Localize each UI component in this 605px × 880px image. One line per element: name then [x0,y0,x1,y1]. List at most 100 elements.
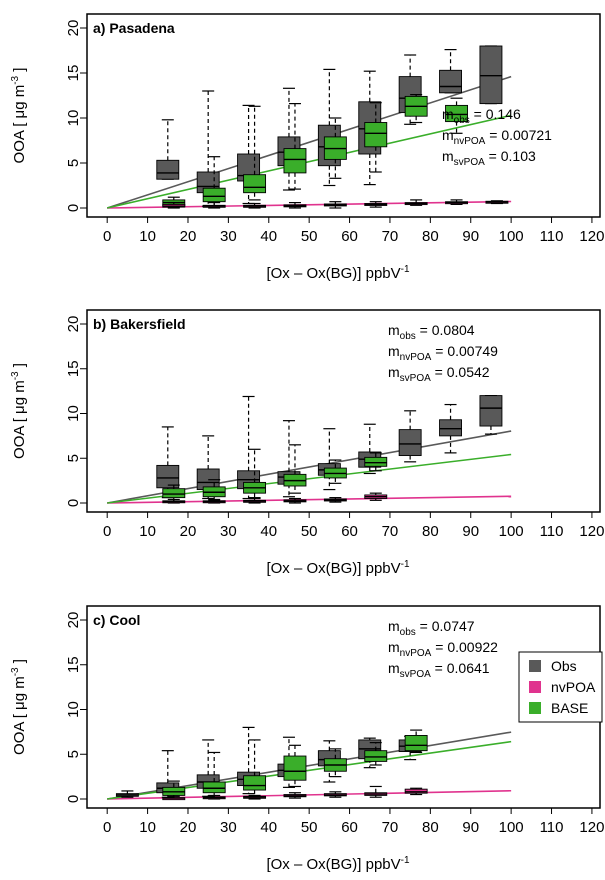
nvpoa-box [364,201,388,208]
x-tick-label: 30 [220,228,237,245]
base-box [364,452,388,472]
fit-line-obs [106,75,512,209]
x-tick-label: 90 [462,523,479,540]
obs-box [398,410,422,463]
y-tick-label: 10 [65,701,82,718]
box-group [115,726,428,801]
x-tick-label: 120 [579,523,604,540]
y-tick-label: 20 [65,20,82,37]
panel-title: a) Pasadena [93,20,175,36]
nvpoa-box [404,199,428,206]
x-tick-label: 80 [422,523,439,540]
base-box [243,739,267,797]
base-box-body [364,122,388,148]
base-box-body [445,104,468,123]
obs-box-body [479,395,503,427]
x-tick-label: 110 [540,523,564,540]
x-tick-label: 50 [301,819,318,836]
obs-box-body [479,45,503,105]
obs-box-body [439,69,462,94]
y-tick-label: 5 [65,454,82,462]
base-box [364,102,388,173]
x-tick-label: 70 [382,228,399,245]
obs-box [479,45,503,105]
panel-title: c) Cool [93,612,140,628]
box-group [156,45,509,209]
slope-label-nvpoa: mnvPOA = 0.00721 [442,127,552,147]
base-box [283,444,307,494]
x-tick-label: 60 [341,819,358,836]
nvpoa-box [364,492,388,501]
base-box-body [364,456,388,467]
x-tick-label: 20 [180,819,197,836]
base-box [323,748,347,778]
x-axis-label: [Ox – Ox(BG)] ppbV-1 [266,264,410,282]
nvpoa-box [202,202,226,209]
x-tick-label: 40 [260,523,277,540]
nvpoa-box [323,201,347,209]
slope-label-svpoa: msvPOA = 0.103 [442,148,536,168]
nvpoa-box [243,794,267,800]
nvpoa-box [162,202,186,209]
x-tick-label: 120 [579,819,604,836]
legend-swatch [529,660,541,672]
x-axis-label: [Ox – Ox(BG)] ppbV-1 [266,559,410,577]
y-tick-label: 15 [65,656,82,673]
y-tick-label: 0 [65,499,82,507]
obs-box [156,426,180,499]
base-box [323,459,347,484]
base-box [323,117,347,179]
base-box [283,102,307,190]
x-tick-label: 20 [180,523,197,540]
nvpoa-box [323,791,347,798]
slope-label-obs: mobs = 0.146 [442,106,521,126]
nvpoa-box [485,200,509,205]
x-axis-label: [Ox – Ox(BG)] ppbV-1 [266,855,410,873]
y-tick-label: 0 [65,204,82,212]
base-box-body [243,775,267,791]
x-tick-label: 120 [579,228,604,245]
base-box-body [202,187,226,203]
panel-title: b) Bakersfield [93,316,186,332]
obs-box [439,48,462,94]
x-tick-label: 40 [260,228,277,245]
x-tick-label: 70 [382,523,399,540]
slope-label-svpoa: msvPOA = 0.0641 [388,660,490,680]
obs-box [156,119,180,180]
base-box-body [283,755,307,781]
x-tick-label: 50 [301,228,318,245]
base-box-body [162,488,186,499]
obs-box-body [398,429,422,457]
nvpoa-box [202,794,226,800]
fit-line-svpoa [107,114,512,209]
y-tick-label: 20 [65,316,82,333]
x-tick-label: 10 [139,523,156,540]
x-tick-label: 70 [382,819,399,836]
box-group [156,395,503,504]
slope-label-obs: mobs = 0.0747 [388,618,475,638]
base-box [364,742,388,766]
obs-box [479,395,503,435]
legend-label: nvPOA [551,679,596,695]
base-box-body [404,735,428,752]
x-tick-label: 50 [301,523,318,540]
legend-swatch [529,681,541,693]
x-tick-label: 20 [180,228,197,245]
base-box [202,479,226,501]
y-tick-label: 20 [65,612,82,629]
nvpoa-box [243,497,267,504]
nvpoa-box [243,202,267,209]
nvpoa-box [162,795,186,801]
legend-label: BASE [551,700,588,716]
panel-1: 0 5 10 15 20 0 10 20 30 40 50 60 70 80 90 100 110 120 OOA … [10,309,604,577]
x-tick-label: 90 [462,228,479,245]
obs-box-body [156,464,180,489]
obs-box [439,403,462,454]
slope-label-svpoa: msvPOA = 0.0542 [388,364,490,384]
nvpoa-box [283,497,307,504]
x-tick-label: 110 [540,228,564,245]
nvpoa-box [445,199,468,205]
obs-box-body [439,419,462,437]
plot-frame [86,13,601,218]
